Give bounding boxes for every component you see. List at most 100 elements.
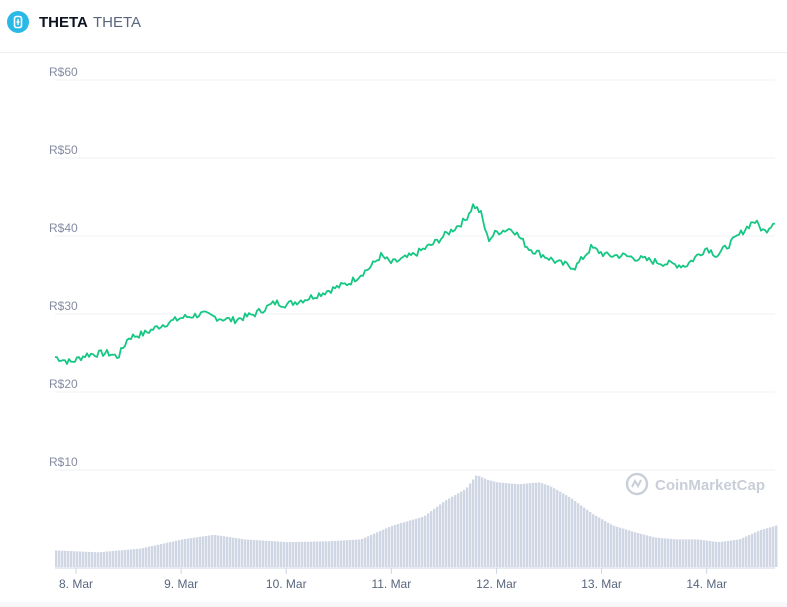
volume-bar bbox=[403, 522, 406, 567]
volume-bar bbox=[550, 486, 553, 567]
volume-bar bbox=[484, 478, 487, 567]
theta-token-icon bbox=[7, 11, 29, 33]
volume-bar bbox=[505, 483, 508, 567]
volume-bar bbox=[229, 537, 232, 567]
volume-bar bbox=[196, 537, 199, 567]
volume-bar bbox=[280, 541, 283, 567]
volume-bar bbox=[406, 521, 409, 567]
volume-bar bbox=[604, 521, 607, 567]
volume-bar bbox=[391, 525, 394, 567]
volume-bar bbox=[304, 541, 307, 567]
volume-bar bbox=[85, 551, 88, 567]
volume-bar bbox=[523, 483, 526, 567]
volume-bar bbox=[58, 550, 61, 567]
volume-bar bbox=[613, 525, 616, 567]
volume-bar bbox=[724, 541, 727, 567]
volume-bar bbox=[673, 539, 676, 567]
volume-bar bbox=[685, 539, 688, 567]
volume-bar bbox=[697, 539, 700, 567]
volume-bar bbox=[469, 483, 472, 567]
volume-bar bbox=[187, 538, 190, 567]
volume-bar bbox=[487, 479, 490, 567]
volume-bar bbox=[292, 542, 295, 567]
volume-bar bbox=[361, 538, 364, 567]
volume-bar bbox=[610, 524, 613, 567]
volume-bar bbox=[145, 547, 148, 567]
volume-bar bbox=[130, 549, 133, 567]
volume-bar bbox=[415, 518, 418, 567]
volume-bar bbox=[418, 517, 421, 567]
volume-bar bbox=[502, 482, 505, 567]
volume-bar bbox=[115, 550, 118, 567]
volume-bar bbox=[478, 476, 481, 567]
volume-bar bbox=[331, 541, 334, 567]
volume-bar bbox=[97, 552, 100, 567]
volume-bar bbox=[655, 537, 658, 567]
volume-bar bbox=[289, 542, 292, 567]
volume-bar bbox=[769, 527, 772, 567]
volume-bar bbox=[616, 526, 619, 567]
volume-bar bbox=[394, 524, 397, 567]
volume-bar bbox=[637, 533, 640, 567]
volume-bar bbox=[319, 541, 322, 567]
volume-bar bbox=[253, 539, 256, 567]
x-tick-label: 12. Mar bbox=[476, 577, 517, 591]
volume-bar bbox=[625, 529, 628, 567]
volume-bar bbox=[325, 541, 328, 567]
volume-bar bbox=[448, 498, 451, 567]
x-tick-label: 11. Mar bbox=[371, 577, 411, 591]
volume-bar bbox=[775, 525, 778, 567]
volume-bar bbox=[397, 523, 400, 567]
volume-bar bbox=[217, 535, 220, 567]
volume-bar bbox=[514, 483, 517, 567]
volume-bar bbox=[493, 481, 496, 567]
volume-bar bbox=[124, 549, 127, 567]
volume-bar bbox=[91, 552, 94, 567]
volume-bar bbox=[751, 533, 754, 567]
volume-bar bbox=[520, 483, 523, 567]
volume-bar bbox=[106, 551, 109, 567]
volume-bar bbox=[88, 551, 91, 567]
volume-bar bbox=[367, 536, 370, 567]
price-chart[interactable]: R$60 R$50 R$40 R$30 R$20 R$10 CoinMarketCap 8. … bbox=[0, 53, 787, 602]
volume-bar bbox=[274, 541, 277, 567]
x-tick-label: 14. Mar bbox=[686, 577, 727, 591]
volume-bar bbox=[658, 537, 661, 567]
volume-bar bbox=[151, 545, 154, 567]
volume-bar bbox=[742, 537, 745, 567]
volume-bar bbox=[451, 496, 454, 567]
volume-bar bbox=[499, 482, 502, 567]
volume-bar bbox=[553, 488, 556, 567]
volume-bar bbox=[100, 552, 103, 567]
y-tick-label: R$50 bbox=[49, 143, 78, 157]
coinmarketcap-logo-icon bbox=[625, 472, 649, 496]
volume-bar bbox=[355, 539, 358, 567]
volume-bar bbox=[295, 541, 298, 567]
volume-bar bbox=[109, 551, 112, 567]
volume-bar bbox=[262, 540, 265, 567]
volume-bar bbox=[586, 509, 589, 567]
volume-bar bbox=[313, 541, 316, 567]
price-line[interactable] bbox=[54, 203, 776, 365]
volume-bar bbox=[739, 539, 742, 567]
volume-bar bbox=[121, 550, 124, 567]
volume-bar bbox=[163, 543, 166, 567]
volume-bar bbox=[94, 552, 97, 567]
volume-bar bbox=[157, 544, 160, 567]
volume-bar bbox=[517, 484, 520, 567]
volume-bar bbox=[547, 485, 550, 567]
y-tick-label: R$60 bbox=[49, 65, 78, 79]
volume-bar bbox=[562, 493, 565, 567]
volume-bar bbox=[223, 536, 226, 567]
volume-bar bbox=[559, 491, 562, 567]
volume-bar bbox=[193, 537, 196, 567]
volume-bar bbox=[757, 531, 760, 567]
volume-bar bbox=[337, 540, 340, 567]
volume-bar bbox=[649, 536, 652, 567]
volume-bar bbox=[310, 541, 313, 567]
volume-bar bbox=[694, 539, 697, 567]
volume-bar bbox=[628, 530, 631, 567]
volume-bar bbox=[382, 529, 385, 567]
volume-bar bbox=[445, 500, 448, 567]
volume-bar bbox=[481, 477, 484, 567]
